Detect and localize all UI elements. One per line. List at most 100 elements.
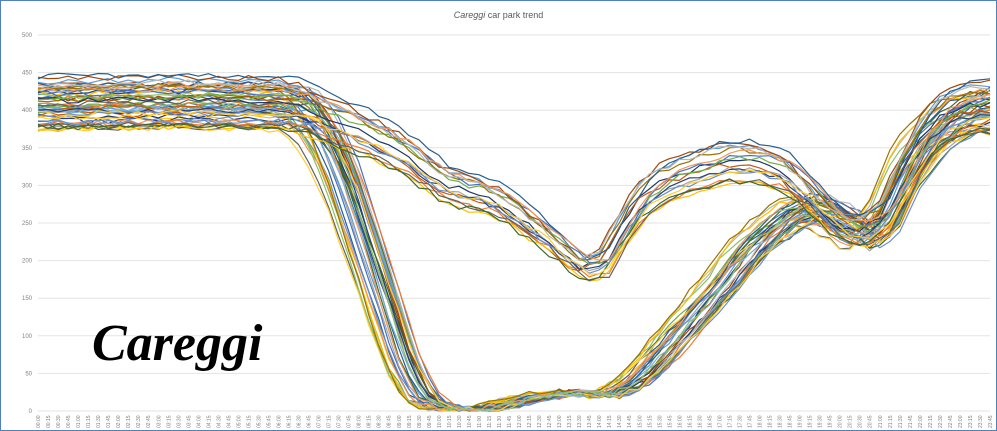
x-tick-label: 23:15 bbox=[968, 415, 974, 428]
x-tick-label: 11:45 bbox=[507, 416, 513, 428]
series-line bbox=[37, 106, 991, 272]
x-tick-label: 17:15 bbox=[727, 415, 733, 428]
x-tick-label: 06:45 bbox=[307, 415, 313, 428]
x-tick-label: 18:15 bbox=[768, 415, 774, 428]
x-tick-label: 08:15 bbox=[367, 415, 373, 428]
series-line bbox=[37, 85, 991, 261]
x-tick-label: 22:15 bbox=[928, 415, 934, 428]
x-tick-label: 02:00 bbox=[116, 415, 122, 428]
x-tick-label: 22:45 bbox=[948, 415, 954, 428]
x-tick-label: 09:45 bbox=[427, 415, 433, 428]
x-tick-label: 12:30 bbox=[537, 415, 543, 428]
x-tick-label: 21:30 bbox=[898, 415, 904, 428]
x-tick-label: 04:15 bbox=[206, 415, 212, 428]
series-line bbox=[37, 109, 991, 275]
x-tick-label: 03:00 bbox=[156, 415, 162, 428]
x-tick-label: 06:15 bbox=[287, 415, 293, 428]
x-tick-label: 05:15 bbox=[246, 415, 252, 428]
x-tick-label: 18:00 bbox=[758, 415, 764, 428]
y-tick-label: 500 bbox=[22, 33, 33, 39]
overlay-label: Careggi bbox=[92, 315, 263, 372]
x-tick-label: 07:45 bbox=[347, 415, 353, 428]
x-tick-label: 16:30 bbox=[697, 415, 703, 428]
y-tick-label: 150 bbox=[22, 296, 33, 302]
x-tick-label: 11:00 bbox=[477, 416, 483, 428]
x-tick-label: 20:15 bbox=[848, 415, 854, 428]
x-tick-label: 08:45 bbox=[387, 415, 393, 428]
x-tick-label: 09:15 bbox=[407, 415, 413, 428]
x-tick-label: 15:45 bbox=[667, 415, 673, 428]
x-tick-label: 23:00 bbox=[958, 415, 964, 428]
y-tick-label: 400 bbox=[22, 108, 33, 114]
x-tick-label: 06:30 bbox=[297, 415, 303, 428]
x-tick-label: 20:00 bbox=[838, 415, 844, 428]
y-tick-label: 350 bbox=[22, 146, 33, 152]
x-tick-label: 15:00 bbox=[637, 415, 643, 428]
x-tick-label: 13:45 bbox=[587, 415, 593, 428]
x-tick-label: 07:15 bbox=[327, 415, 333, 428]
x-tick-label: 22:00 bbox=[918, 415, 924, 428]
x-tick-label: 17:30 bbox=[737, 415, 743, 428]
y-tick-label: 50 bbox=[25, 371, 32, 377]
x-tick-label: 21:45 bbox=[908, 415, 914, 428]
series-line bbox=[37, 103, 991, 272]
x-tick-label: 18:30 bbox=[778, 415, 784, 428]
x-tick-label: 23:45 bbox=[988, 415, 994, 428]
x-tick-label: 15:30 bbox=[657, 415, 663, 428]
y-tick-label: 300 bbox=[22, 183, 33, 189]
x-tick-label: 00:45 bbox=[66, 415, 72, 428]
x-tick-label: 04:45 bbox=[226, 415, 232, 428]
chart-title-italic: Careggi bbox=[453, 10, 486, 20]
series-line bbox=[37, 110, 991, 274]
x-tick-label: 03:15 bbox=[166, 415, 172, 428]
x-tick-label: 18:45 bbox=[788, 415, 794, 428]
x-tick-label: 12:15 bbox=[527, 415, 533, 428]
grid-layer bbox=[38, 34, 990, 412]
x-tick-label: 02:30 bbox=[136, 415, 142, 428]
x-tick-label: 15:15 bbox=[647, 415, 653, 428]
x-tick-layer: 00:00 00:15 00:30 00:45 01:00 01:15 01:30 01:45… bbox=[36, 415, 994, 428]
x-tick-label: 12:45 bbox=[547, 415, 553, 428]
y-tick-label: 250 bbox=[22, 221, 33, 227]
series-line bbox=[37, 72, 991, 259]
y-tick-layer: 0 50 100 150 200 250 300 350 400 450 500 bbox=[22, 33, 33, 415]
series-line bbox=[37, 107, 991, 270]
x-tick-label: 05:30 bbox=[256, 415, 262, 428]
series-line bbox=[37, 91, 991, 411]
series-line bbox=[37, 79, 991, 261]
x-tick-label: 10:30 bbox=[457, 415, 463, 428]
y-tick-label: 450 bbox=[22, 71, 33, 77]
series-line bbox=[37, 119, 991, 278]
x-tick-label: 19:15 bbox=[808, 415, 814, 428]
x-tick-label: 01:15 bbox=[86, 415, 92, 428]
y-tick-label: 0 bbox=[29, 409, 33, 415]
x-tick-label: 03:45 bbox=[186, 415, 192, 428]
x-tick-label: 13:15 bbox=[567, 415, 573, 428]
x-tick-label: 12:00 bbox=[517, 415, 523, 428]
x-tick-label: 09:30 bbox=[417, 415, 423, 428]
x-tick-label: 04:30 bbox=[216, 415, 222, 428]
x-tick-label: 07:30 bbox=[337, 415, 343, 428]
x-tick-label: 16:00 bbox=[677, 415, 683, 428]
series-line bbox=[37, 95, 991, 270]
x-tick-label: 19:45 bbox=[828, 415, 834, 428]
x-tick-label: 21:00 bbox=[878, 415, 884, 428]
x-tick-label: 08:30 bbox=[377, 415, 383, 428]
x-tick-label: 23:30 bbox=[978, 415, 984, 428]
x-tick-label: 00:15 bbox=[46, 415, 52, 428]
x-tick-label: 05:45 bbox=[266, 415, 272, 428]
y-tick-label: 100 bbox=[22, 334, 33, 340]
x-tick-label: 17:45 bbox=[747, 415, 753, 428]
x-tick-label: 14:15 bbox=[607, 415, 613, 428]
series-line bbox=[37, 122, 991, 281]
x-tick-label: 10:00 bbox=[437, 415, 443, 428]
y-tick-label: 200 bbox=[22, 259, 33, 265]
series-line bbox=[37, 74, 991, 260]
x-tick-label: 20:30 bbox=[858, 415, 864, 428]
series-layer bbox=[37, 72, 991, 412]
x-tick-label: 14:45 bbox=[627, 415, 633, 428]
x-tick-label: 02:15 bbox=[126, 415, 132, 428]
x-tick-label: 02:45 bbox=[146, 415, 152, 428]
